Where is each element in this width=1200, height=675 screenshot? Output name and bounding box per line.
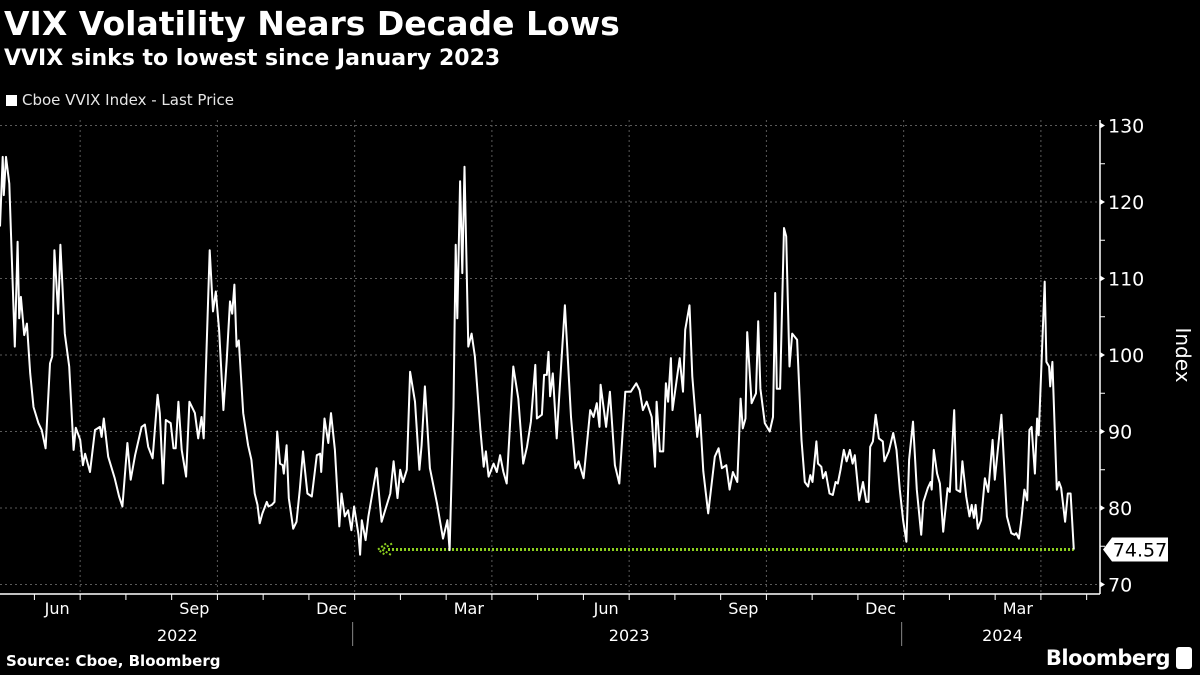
y-tick-label: 120 <box>1108 192 1144 214</box>
y-tick-label: 70 <box>1108 575 1132 597</box>
series-line-vvix <box>0 155 1075 556</box>
legend-label: Cboe VVIX Index - Last Price <box>22 91 235 109</box>
x-tick-label: Jun <box>44 599 70 618</box>
x-tick-label: Mar <box>454 599 485 618</box>
legend: Cboe VVIX Index - Last Price <box>6 91 234 109</box>
y-tick <box>1100 581 1105 588</box>
y-tick <box>1100 352 1105 358</box>
y-tick-label: 90 <box>1108 422 1132 444</box>
y-tick-label: 110 <box>1108 269 1144 291</box>
marks: 74.57 <box>0 155 1168 562</box>
x-tick-label: Jun <box>593 599 619 618</box>
bloomberg-terminal-icon <box>1176 647 1192 669</box>
x-year-label: 2024 <box>982 626 1023 645</box>
x-year-label: 2022 <box>157 626 198 645</box>
y-axis-label: Index <box>1171 327 1195 382</box>
y-tick <box>1100 428 1105 435</box>
axes: 70 80 90 100 110 120 130 Index Jun Sep Dec Mar Jun Se… <box>0 116 1195 646</box>
last-value-label: 74.57 <box>1113 540 1167 562</box>
legend-swatch <box>6 94 17 106</box>
x-tick-label: Sep <box>179 599 209 618</box>
y-tick-label: 130 <box>1108 116 1144 138</box>
x-tick-label: Dec <box>316 599 347 618</box>
y-tick-label: 80 <box>1108 498 1132 520</box>
gridlines <box>0 120 1100 594</box>
last-value-badge <box>1103 537 1168 562</box>
y-tick <box>1100 122 1105 129</box>
y-tick <box>1100 505 1105 511</box>
x-tick-label: Sep <box>728 599 758 618</box>
source-note: Source: Cboe, Bloomberg <box>6 652 221 670</box>
y-tick-label: 100 <box>1108 345 1144 367</box>
x-year-label: 2023 <box>609 626 650 645</box>
chart-subtitle: VVIX sinks to lowest since January 2023 <box>4 46 501 71</box>
y-tick <box>1100 199 1105 205</box>
y-tick <box>1100 275 1105 282</box>
brand-name: Bloomberg <box>1045 646 1171 670</box>
chart-title: VIX Volatility Nears Decade Lows <box>4 4 620 43</box>
reference-arrow-icon <box>376 542 393 557</box>
bloomberg-logo: Bloomberg <box>1046 646 1192 670</box>
x-tick-label: Dec <box>865 599 896 618</box>
x-tick-label: Mar <box>1003 599 1034 618</box>
